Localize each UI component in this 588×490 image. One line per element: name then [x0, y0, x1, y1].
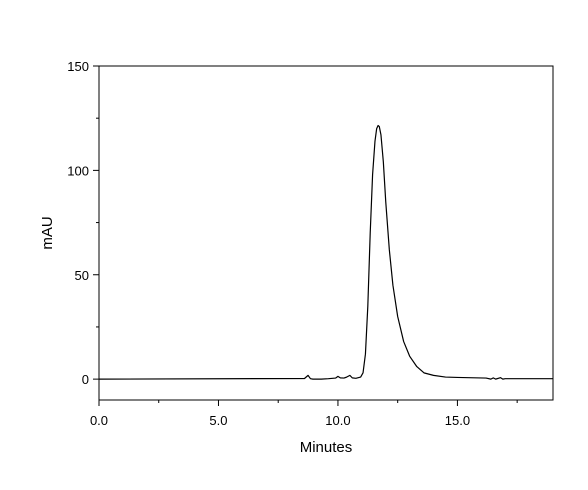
plot-frame — [98, 65, 554, 401]
y-tick-label: 0 — [82, 372, 89, 387]
x-tick-label: 10.0 — [325, 413, 350, 428]
x-tick-label: 0.0 — [90, 413, 108, 428]
y-tick-label: 100 — [67, 163, 89, 178]
x-axis-title: Minutes — [300, 439, 353, 456]
tick-labels: 0.0 5.0 10.0 15.0 0 50 100 150 — [67, 59, 470, 428]
axis-ticks — [93, 65, 518, 406]
y-tick-label: 150 — [67, 59, 89, 74]
x-tick-label: 15.0 — [445, 413, 470, 428]
y-tick-label: 50 — [75, 268, 89, 283]
y-axis-title: mAU — [39, 216, 56, 249]
series-line — [98, 124, 553, 380]
x-tick-label: 5.0 — [209, 413, 227, 428]
